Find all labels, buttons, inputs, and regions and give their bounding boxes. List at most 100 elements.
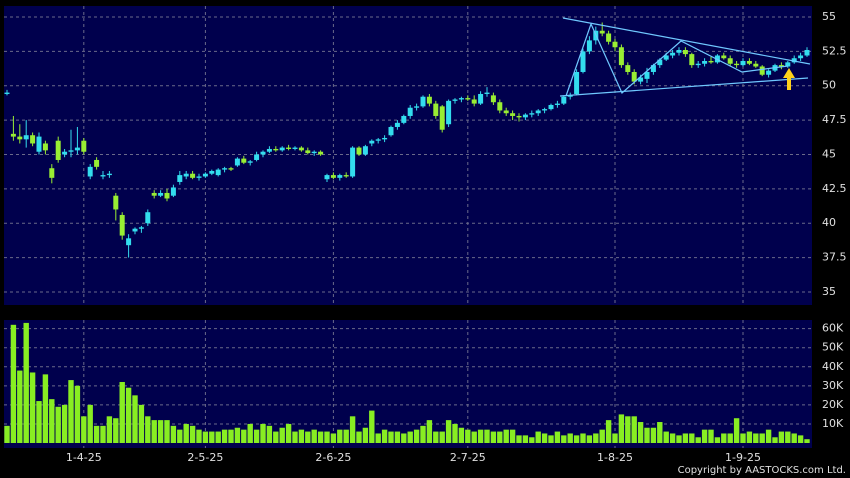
candle-body [17, 136, 23, 140]
volume-bar [554, 431, 561, 443]
candle-body [785, 62, 791, 67]
y-tick-label: 40 [822, 216, 836, 229]
volume-bar [145, 416, 151, 443]
volume-bar [484, 429, 490, 443]
candle-body [535, 110, 541, 114]
volume-bar [746, 431, 753, 443]
volume-bar [426, 420, 433, 443]
volume-bar [586, 435, 593, 443]
volume-bar [535, 431, 541, 443]
x-tick-label: 1-9-25 [725, 451, 761, 464]
candle-body [234, 158, 240, 166]
volume-bar [797, 435, 804, 443]
volume-bar [375, 433, 381, 443]
candle-body [407, 107, 413, 116]
candle-body [663, 55, 669, 60]
volume-bar [119, 382, 125, 443]
volume-bar [612, 433, 618, 443]
volume-bar [516, 435, 522, 443]
volume-bar [509, 429, 516, 443]
volume-bar [650, 427, 657, 443]
volume-bar [676, 435, 682, 443]
candle-body [286, 147, 292, 149]
candle-body [676, 49, 682, 53]
volume-bar [202, 431, 209, 443]
volume-bar [157, 420, 164, 443]
candle-body [298, 147, 304, 151]
candle-body [702, 60, 708, 64]
volume-bar [298, 429, 305, 443]
volume-bar [221, 429, 228, 443]
volume-bar [138, 404, 145, 443]
candle-body [586, 40, 592, 52]
volume-bar [573, 435, 580, 443]
candle-body [471, 99, 477, 104]
candle-body [740, 60, 746, 66]
candle-body [567, 95, 573, 97]
volume-bar [132, 395, 138, 443]
volume-bar [305, 431, 311, 443]
candle-body [196, 176, 202, 178]
volume-bar [644, 427, 650, 443]
volume-bar [183, 423, 189, 443]
y-tick-label: 37.5 [822, 251, 847, 264]
volume-bar [503, 429, 509, 443]
volume-bar [196, 429, 202, 443]
volume-bar [369, 410, 375, 443]
candle-body [612, 41, 618, 48]
y-tick-label: 35 [822, 285, 836, 298]
y-tick-label: 55 [822, 10, 836, 23]
candle-body [798, 55, 804, 59]
trend-line [562, 17, 811, 65]
volume-bar [458, 427, 465, 443]
candle-body [644, 71, 650, 79]
volume-bar [490, 431, 497, 443]
candle-body [727, 58, 733, 64]
candle-body [62, 151, 68, 155]
volume-bar [733, 418, 740, 443]
volume-bar [618, 414, 625, 443]
volume-bar [637, 422, 644, 443]
volume-bar [631, 416, 637, 443]
candle-body [766, 70, 772, 75]
volume-bar [695, 437, 701, 443]
candle-body [414, 106, 420, 108]
candle-body [42, 143, 48, 151]
x-tick-label: 1-8-25 [597, 451, 633, 464]
y-tick-label: 10K [822, 417, 844, 430]
candle-body [522, 114, 528, 118]
candle-body [388, 126, 394, 136]
candle-body [362, 146, 368, 155]
volume-bar [497, 431, 503, 443]
volume-bar [273, 431, 279, 443]
volume-bar [561, 435, 567, 443]
y-tick-label: 47.5 [822, 113, 847, 126]
copyright: Copyright by AASTOCKS.com Ltd. [678, 465, 846, 476]
candle-body [215, 169, 221, 176]
candle-body [753, 63, 759, 67]
candle-body [426, 96, 432, 104]
candle-body [202, 173, 208, 177]
candle-body [433, 103, 439, 116]
candle-body [734, 63, 740, 66]
candle-body [30, 135, 36, 144]
candle-body [369, 140, 375, 144]
volume-bar [394, 431, 401, 443]
volume-bar [317, 431, 324, 443]
candle-body [177, 175, 183, 182]
candle-body [708, 60, 714, 63]
candle-body [81, 140, 87, 152]
y-tick-label: 40K [822, 360, 844, 373]
candle-body [382, 137, 388, 140]
candle-body [292, 147, 298, 149]
y-tick-label: 30K [822, 379, 844, 392]
candle-body [87, 166, 93, 177]
candle-body [126, 238, 132, 246]
candle-body [343, 175, 349, 177]
volume-bar [61, 404, 68, 443]
candle-body [247, 161, 253, 163]
candle-body [318, 151, 324, 155]
volume-bar [215, 431, 221, 443]
volume-bar [247, 423, 253, 443]
